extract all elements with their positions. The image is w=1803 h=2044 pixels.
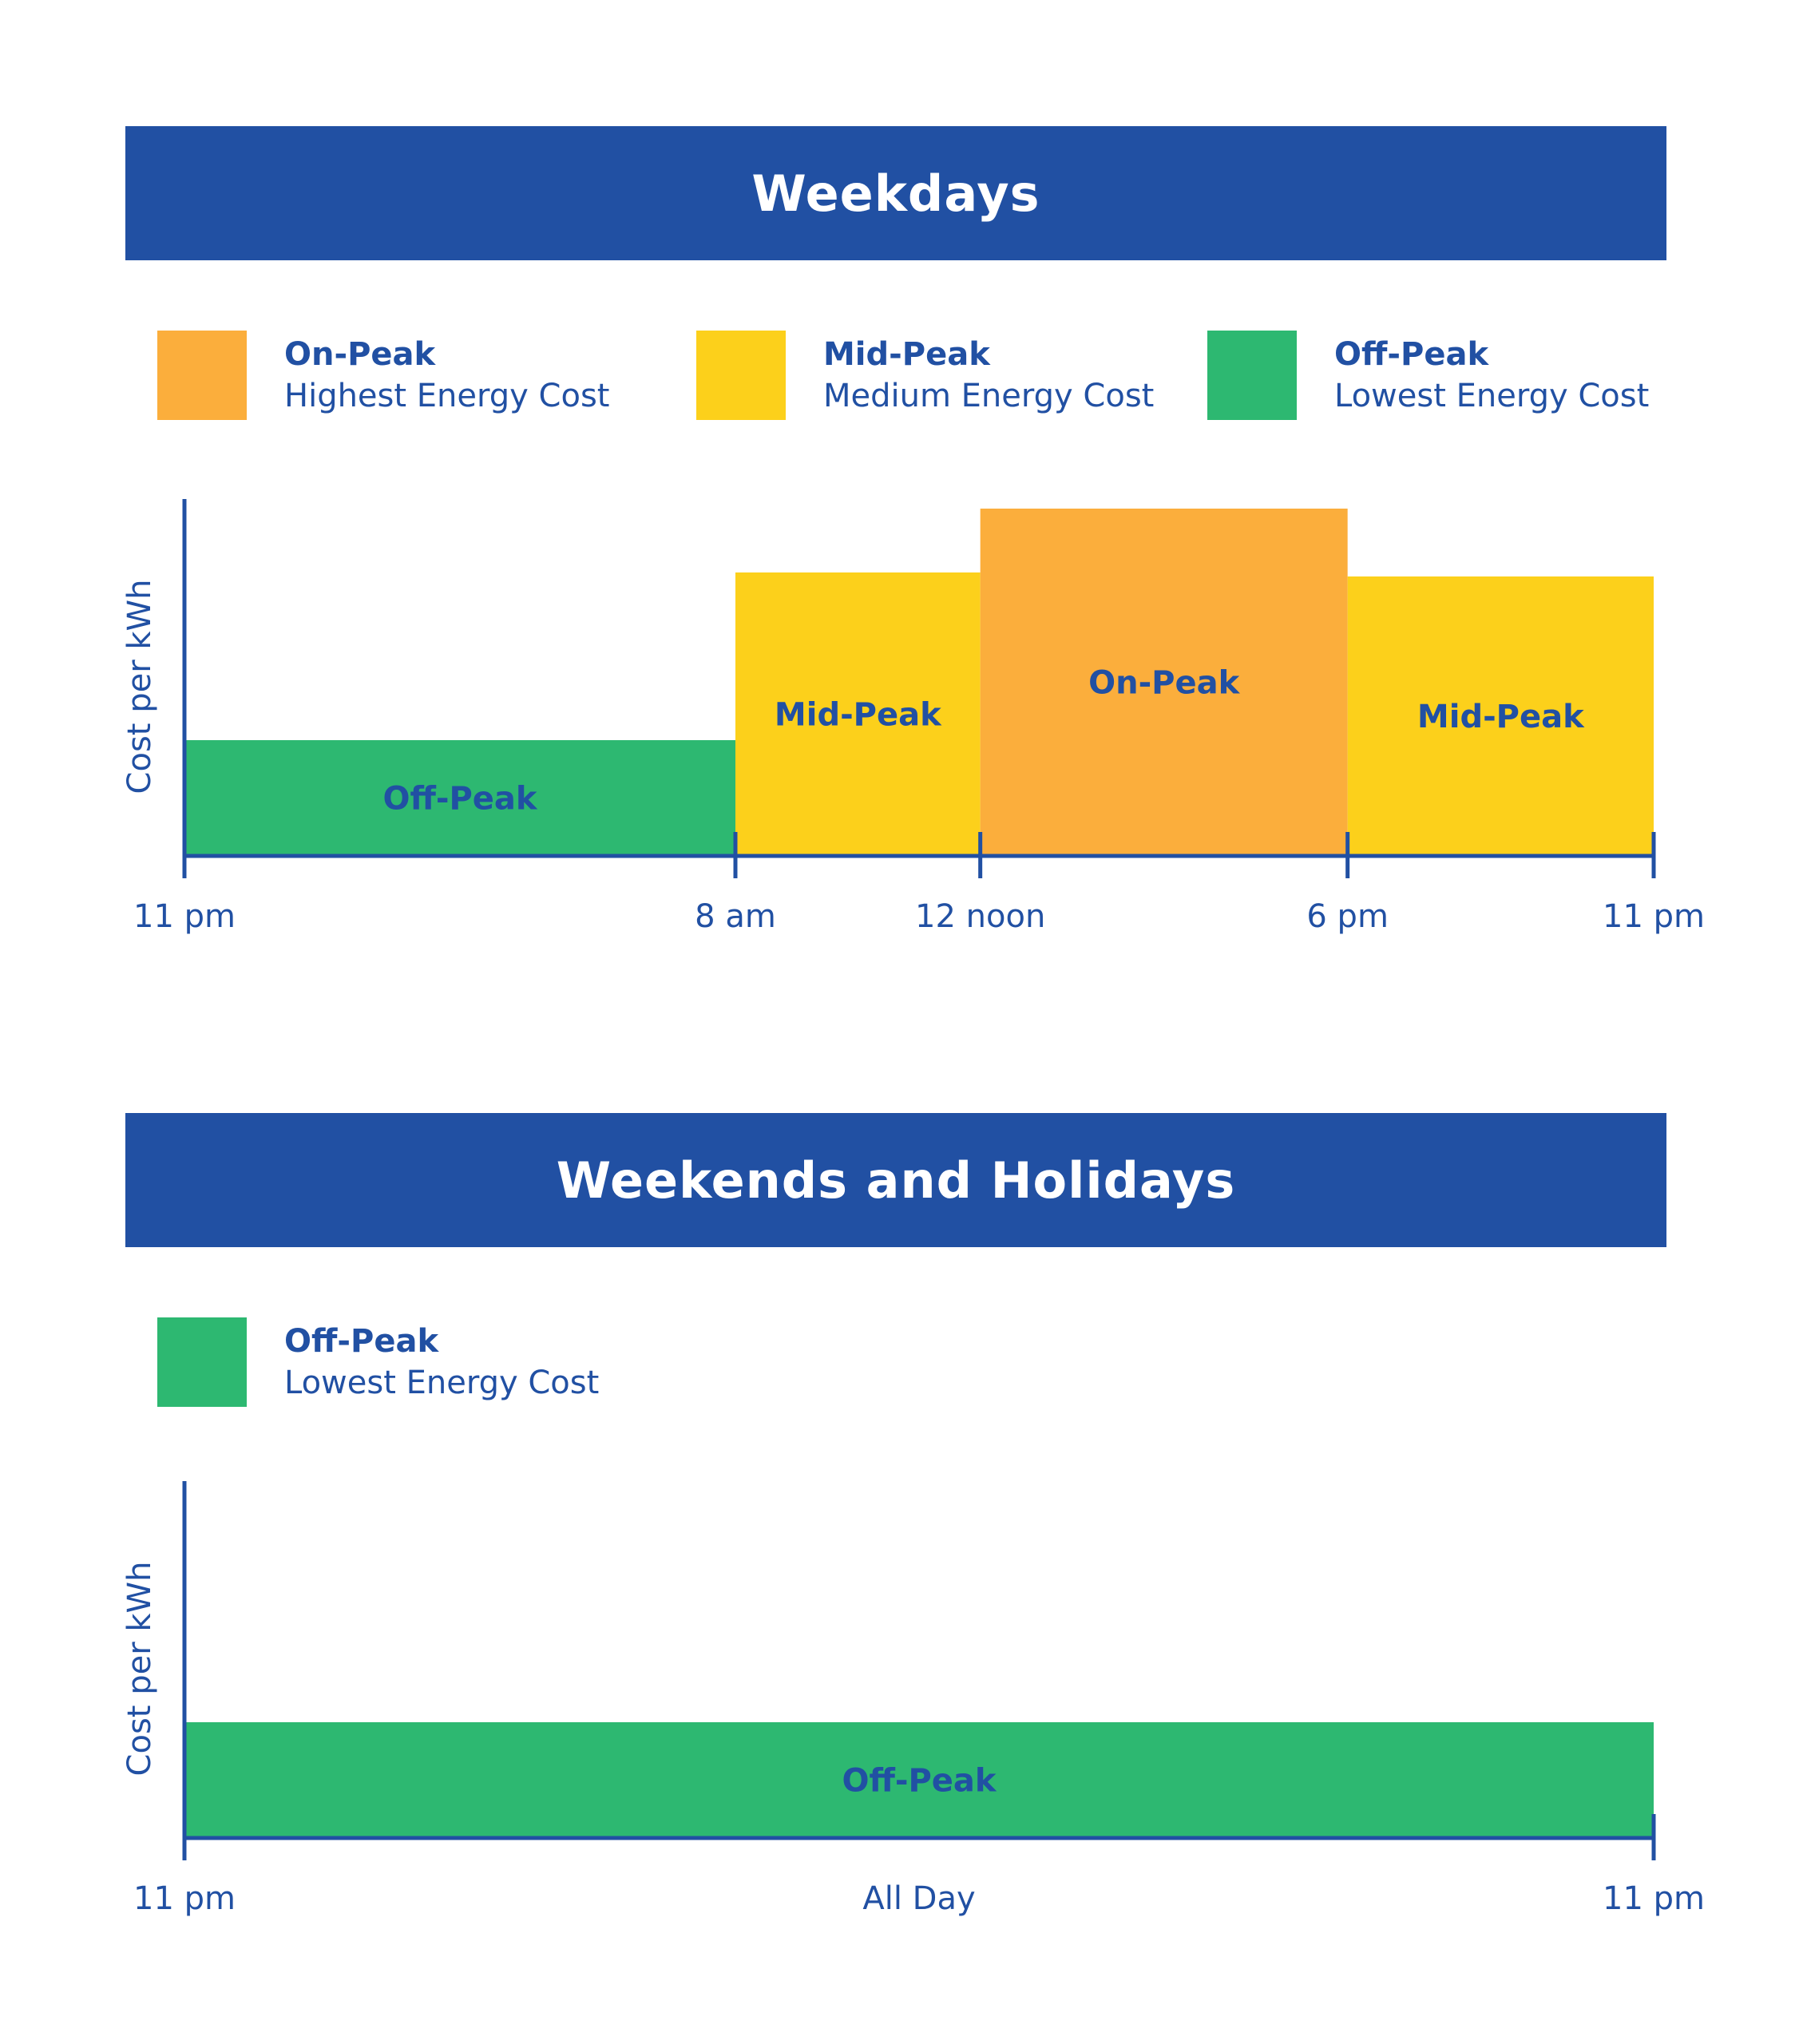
- y-axis-label: Cost per kWh: [121, 580, 158, 794]
- legend-name: Off-Peak: [284, 1323, 439, 1360]
- x-tick-label: 11 pm: [133, 898, 236, 935]
- mid-peak-swatch: [696, 331, 786, 420]
- weekends-banner: Weekends and Holidays: [125, 1113, 1666, 1247]
- legend-desc: Highest Energy Cost: [284, 378, 610, 414]
- weekdays-chart: Off-Peak Mid-Peak On-Peak Mid-Peak 11 pm 8 am…: [121, 499, 1705, 935]
- legend-item-on-peak: On-Peak Highest Energy Cost: [157, 331, 609, 420]
- x-tick-label: 11 pm: [133, 1880, 236, 1917]
- weekdays-banner: Weekdays: [125, 126, 1666, 260]
- off-peak-swatch: [157, 1317, 247, 1407]
- x-tick-label: 8 am: [695, 898, 776, 935]
- legend-item-mid-peak: Mid-Peak Medium Energy Cost: [696, 331, 1154, 420]
- bar-label: Off-Peak: [382, 781, 537, 818]
- on-peak-swatch: [157, 331, 247, 420]
- legend-item-off-peak: Off-Peak Lowest Energy Cost: [157, 1317, 599, 1407]
- legend-name: Off-Peak: [1334, 336, 1489, 373]
- legend-desc: Lowest Energy Cost: [284, 1365, 600, 1401]
- bar-label: On-Peak: [1088, 665, 1241, 702]
- legend-name: Mid-Peak: [823, 336, 990, 373]
- legend-item-off-peak: Off-Peak Lowest Energy Cost: [1207, 331, 1649, 420]
- x-tick-label: 11 pm: [1603, 898, 1705, 935]
- off-peak-swatch: [1207, 331, 1297, 420]
- bar-off-peak: [184, 1722, 1654, 1838]
- bar-label: Off-Peak: [842, 1763, 997, 1800]
- x-tick-label: 11 pm: [1603, 1880, 1705, 1917]
- weekends-chart: Off-Peak 11 pm All Day 11 pm Cost per kWh: [121, 1481, 1705, 1917]
- x-tick-label: All Day: [862, 1880, 975, 1917]
- bar-on-peak: [980, 509, 1348, 856]
- x-tick-label: 6 pm: [1306, 898, 1389, 935]
- legend-desc: Lowest Energy Cost: [1334, 378, 1650, 414]
- legend-name: On-Peak: [284, 336, 436, 373]
- bar-mid-peak: [735, 572, 981, 856]
- bar-mid-peak: [1347, 576, 1654, 856]
- weekends-title: Weekends and Holidays: [556, 1151, 1236, 1210]
- legend-desc: Medium Energy Cost: [823, 378, 1155, 414]
- y-axis-label: Cost per kWh: [121, 1562, 158, 1777]
- weekdays-title: Weekdays: [751, 164, 1040, 223]
- x-tick-label: 12 noon: [915, 898, 1045, 935]
- bar-label: Mid-Peak: [775, 697, 942, 734]
- bar-label: Mid-Peak: [1417, 699, 1585, 735]
- bar-off-peak: [184, 740, 735, 856]
